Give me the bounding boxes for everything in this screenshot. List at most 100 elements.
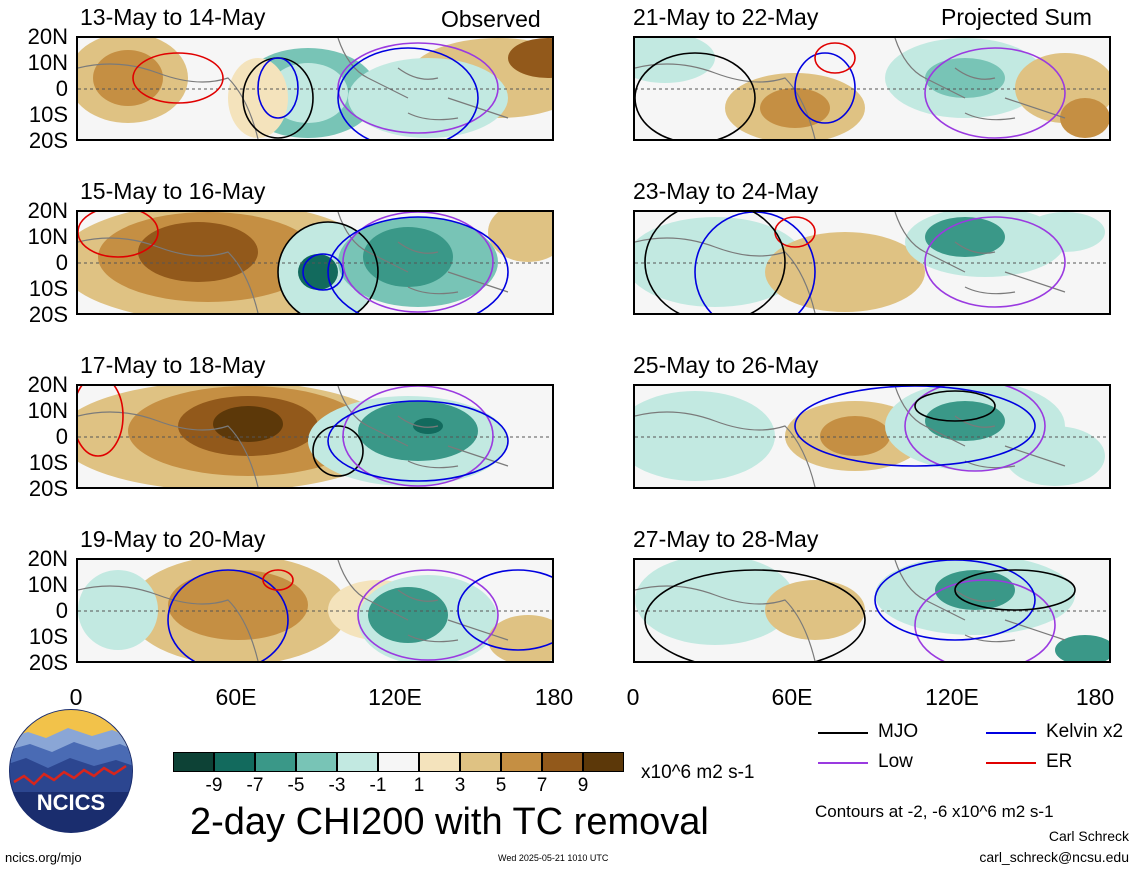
lat-tick-row3-0: 0 xyxy=(55,424,68,449)
lat-tick-row4-20n: 20N xyxy=(27,546,68,571)
contour-line xyxy=(78,386,124,457)
lat-tick-row4-10n: 10N xyxy=(27,572,68,597)
observed-header: Observed xyxy=(441,6,541,32)
anomaly-region xyxy=(78,570,158,650)
anomaly-map xyxy=(78,386,552,487)
lat-tick-row4-20s: 20S xyxy=(28,650,68,675)
lon-tick-right-120e: 120E xyxy=(925,684,979,710)
logo-text: NCICS xyxy=(37,790,105,815)
lat-tick-row2-10s: 10S xyxy=(28,276,68,301)
lat-tick-row1-10n: 10N xyxy=(27,50,68,75)
contour-line xyxy=(874,560,1036,641)
map-panel-7 xyxy=(633,384,1111,489)
footer-email[interactable]: carl_schreck@ncsu.edu xyxy=(979,849,1129,865)
panel-date-3: 17-May to 18-May xyxy=(80,352,266,378)
anomaly-region xyxy=(348,58,508,138)
anomaly-region xyxy=(1055,635,1109,661)
contour-line xyxy=(257,57,299,119)
contour-line xyxy=(357,569,499,661)
contour-line xyxy=(914,579,1056,661)
contour-line xyxy=(132,52,224,104)
lat-tick-row4-10s: 10S xyxy=(28,624,68,649)
map-panel-6 xyxy=(633,210,1111,315)
lon-tick-right-180: 180 xyxy=(1075,684,1115,710)
contour-line xyxy=(78,212,159,258)
coastline xyxy=(635,560,1066,661)
coastline xyxy=(635,212,1066,313)
lat-tick-row2-20s: 20S xyxy=(28,302,68,327)
lat-tick-row1-20n: 20N xyxy=(27,24,68,49)
contour-line xyxy=(277,221,379,313)
footer-author: Carl Schreck xyxy=(1048,828,1129,844)
contour-line xyxy=(904,386,1046,472)
anomaly-region xyxy=(1005,426,1105,486)
legend-mjo-label: MJO xyxy=(878,721,919,742)
colorbar-tick: 9 xyxy=(577,775,589,796)
anomaly-map xyxy=(78,212,552,313)
lat-tick-row3-10n: 10N xyxy=(27,398,68,423)
map-panel-4 xyxy=(76,558,554,663)
legend-low-label: Low xyxy=(878,751,913,772)
contour-line xyxy=(794,52,856,124)
colorbar-tick: -3 xyxy=(328,775,346,796)
footer-timestamp: Wed 2025-05-21 1010 UTC xyxy=(498,853,609,863)
map-panel-2 xyxy=(76,210,554,315)
contour-line xyxy=(924,216,1066,308)
contour-line xyxy=(167,569,289,661)
colorbar-swatch xyxy=(419,752,460,772)
colorbar-swatch xyxy=(583,752,624,772)
anomaly-region xyxy=(935,570,1015,610)
panel-date-1: 13-May to 14-May xyxy=(80,4,266,30)
anomaly-region xyxy=(1025,212,1105,252)
anomaly-region xyxy=(228,58,288,138)
anomaly-map xyxy=(78,560,552,661)
lat-tick-row3-10s: 10S xyxy=(28,450,68,475)
map-panel-8 xyxy=(633,558,1111,663)
contour-line xyxy=(312,425,364,477)
contour-line xyxy=(302,253,344,291)
panel-date-7: 25-May to 26-May xyxy=(633,352,819,378)
anomaly-region xyxy=(213,406,283,442)
lat-tick-row1-20s: 20S xyxy=(28,128,68,153)
lat-tick-row1-0: 0 xyxy=(55,76,68,101)
lon-tick-left-180: 180 xyxy=(534,684,574,710)
contour-line xyxy=(342,386,494,487)
contour-line xyxy=(924,47,1066,139)
footer-url[interactable]: ncics.org/mjo xyxy=(5,850,82,865)
contour-line xyxy=(635,52,756,139)
lat-tick-row4-0: 0 xyxy=(55,598,68,623)
legend-mjo-line xyxy=(818,732,868,734)
lat-tick-row3-20s: 20S xyxy=(28,476,68,501)
anomaly-map xyxy=(635,386,1109,487)
contour-line xyxy=(914,390,996,422)
anomaly-map xyxy=(78,38,552,139)
legend-low-line xyxy=(818,762,868,764)
lon-tick-right-0: 0 xyxy=(626,684,640,710)
map-panel-3 xyxy=(76,384,554,489)
contour-line xyxy=(814,42,856,74)
coastline xyxy=(78,386,509,487)
contour-line xyxy=(644,212,786,313)
lat-tick-row2-20n: 20N xyxy=(27,198,68,223)
coastline xyxy=(78,212,509,313)
lat-tick-row3-20n: 20N xyxy=(27,372,68,397)
anomaly-region xyxy=(93,50,163,106)
contour-line xyxy=(327,216,509,313)
anomaly-map xyxy=(635,560,1109,661)
colorbar-tick: 7 xyxy=(536,775,548,796)
colorbar-swatch xyxy=(296,752,337,772)
lat-tick-row2-0: 0 xyxy=(55,250,68,275)
anomaly-region xyxy=(138,222,258,282)
coastline xyxy=(78,560,509,661)
colorbar-tick: 3 xyxy=(454,775,466,796)
anomaly-region xyxy=(765,580,865,640)
anomaly-map xyxy=(635,38,1109,139)
ncics-logo: NCICS xyxy=(8,708,134,834)
contour-line xyxy=(457,569,552,651)
coastline xyxy=(78,38,509,139)
anomaly-region xyxy=(760,88,830,128)
anomaly-region xyxy=(1060,98,1109,138)
colorbar-swatch xyxy=(173,752,214,772)
contour-line xyxy=(644,569,866,661)
panel-date-6: 23-May to 24-May xyxy=(633,178,819,204)
